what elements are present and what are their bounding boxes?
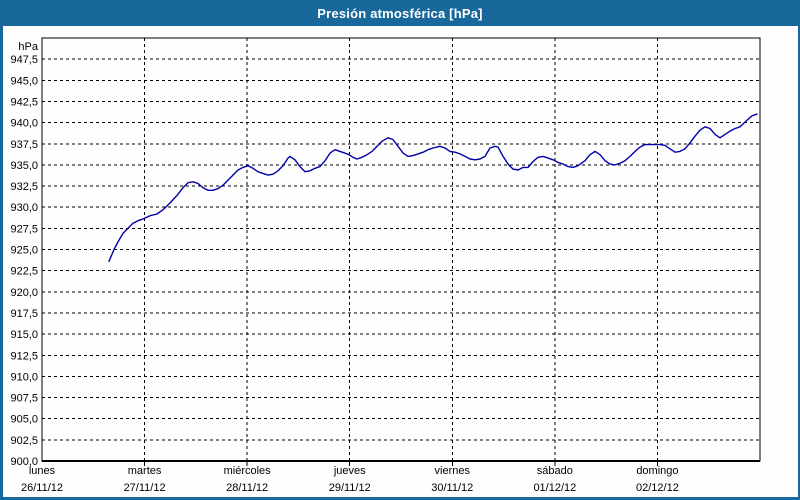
day-date-label: 27/11/12 [124,482,166,494]
day-name-label: sábado [537,465,573,477]
day-date-label: 26/11/12 [21,482,63,494]
y-tick-label: 922,5 [10,266,38,278]
y-tick-label: 942,5 [10,96,38,108]
y-tick-label: 915,0 [10,329,38,341]
y-tick-label: 900,0 [10,456,38,468]
y-tick-label: 905,0 [10,414,38,426]
y-axis-unit-label: hPa [18,41,38,53]
day-date-label: 02/12/12 [636,482,679,494]
title-bar: Presión atmosférica [hPa] [0,0,800,26]
y-tick-label: 912,5 [10,350,38,362]
y-tick-label: 920,0 [10,287,38,299]
day-date-label: 29/11/12 [329,482,371,494]
day-date-label: 28/11/12 [226,482,268,494]
day-date-label: 01/12/12 [533,482,576,494]
y-tick-label: 917,5 [10,308,38,320]
y-tick-label: 927,5 [10,223,38,235]
y-tick-label: 902,5 [10,435,38,447]
pressure-line [108,113,758,262]
day-name-label: miércoles [224,465,272,477]
y-tick-label: 932,5 [10,181,38,193]
y-tick-label: 945,0 [10,75,38,87]
day-name-label: domingo [636,465,678,477]
day-name-label: jueves [333,465,366,477]
day-name-label: viernes [435,465,471,477]
y-tick-label: 910,0 [10,371,38,383]
chart-title: Presión atmosférica [hPa] [317,5,483,21]
y-tick-label: 940,0 [10,118,38,130]
y-tick-label: 925,0 [10,245,38,257]
y-tick-label: 947,5 [10,54,38,66]
y-tick-label: 907,5 [10,393,38,405]
day-name-label: lunes [29,465,56,477]
y-tick-label: 930,0 [10,202,38,214]
day-name-label: martes [128,465,162,477]
y-tick-label: 935,0 [10,160,38,172]
day-date-label: 30/11/12 [431,482,473,494]
y-tick-label: 937,5 [10,139,38,151]
chart-background [3,26,798,497]
plot-border [41,37,761,462]
